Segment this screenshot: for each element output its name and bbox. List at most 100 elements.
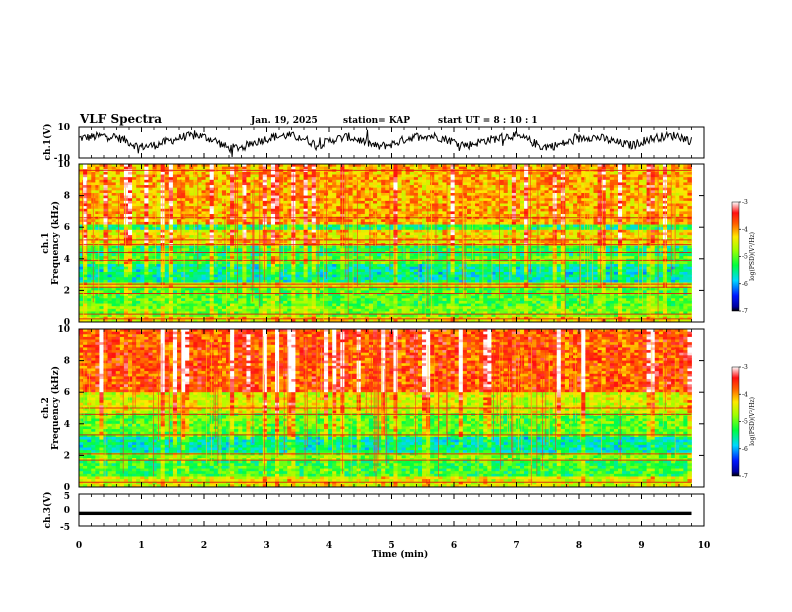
spectro-cell — [658, 192, 664, 196]
spectro-cell — [679, 232, 684, 236]
spectro-cell — [266, 245, 272, 249]
spectro-cell — [119, 206, 125, 210]
spectro-cell — [515, 174, 521, 178]
spectro-cell — [352, 211, 358, 215]
spectro-cell — [283, 200, 288, 204]
spectro-cell — [630, 174, 635, 178]
spectro-cell — [675, 229, 680, 233]
spectro-cell — [654, 235, 660, 239]
spectro-cell — [172, 206, 178, 210]
spectro-cell — [654, 166, 660, 170]
spectro-cell — [168, 182, 174, 186]
spectro-cell — [393, 182, 398, 186]
spectro-cell — [646, 198, 652, 202]
spectro-cell — [328, 248, 333, 252]
spectro-cell — [128, 224, 133, 228]
spectro-cell — [622, 185, 627, 189]
spectro-cell — [658, 179, 664, 183]
spectro-cell — [446, 203, 451, 207]
spectro-cell — [613, 211, 619, 215]
spectro-cell — [128, 203, 133, 207]
spectro-cell — [462, 185, 468, 189]
spectro-cell — [185, 211, 190, 215]
spectro-cell — [197, 206, 202, 210]
spectro-cell — [499, 227, 505, 231]
spectro-cell — [311, 224, 317, 228]
spectro-cell — [332, 229, 337, 233]
spectro-cell — [242, 206, 247, 210]
spectro-cell — [422, 182, 427, 186]
spectro-cell — [458, 232, 464, 236]
spectro-cell — [238, 221, 243, 225]
spectro-cell — [532, 232, 537, 236]
spectro-cell — [279, 208, 284, 212]
spectro-cell — [328, 203, 333, 207]
spectro-cell — [140, 187, 145, 191]
spectro-cell — [221, 182, 227, 186]
spectro-cell — [83, 206, 88, 210]
spectro-cell — [687, 235, 692, 239]
spectro-cell — [385, 224, 390, 228]
spectro-cell — [634, 190, 639, 194]
spectro-cell — [181, 192, 186, 196]
spectro-cell — [556, 232, 562, 236]
spectro-cell — [475, 229, 480, 233]
spectro-cell — [687, 177, 692, 181]
spectro-cell — [336, 187, 341, 191]
spectro-cell — [634, 177, 639, 181]
spectro-cell — [520, 214, 525, 218]
spectro-cell — [336, 192, 341, 196]
spectro-cell — [613, 208, 619, 212]
spectro-cell — [483, 221, 488, 225]
spectro-cell — [352, 190, 358, 194]
spectro-cell — [430, 227, 435, 231]
spectro-cell — [148, 229, 153, 233]
spectro-cell — [597, 192, 603, 196]
spectro-cell — [544, 182, 549, 186]
spectro-cell — [234, 232, 239, 236]
spectro-cell — [503, 206, 509, 210]
spectro-cell — [556, 190, 562, 194]
spectro-cell — [511, 203, 517, 207]
spectro-cell — [234, 206, 239, 210]
spectro-cell — [303, 232, 309, 236]
spectro-cell — [123, 219, 129, 223]
spectro-cell — [532, 198, 537, 202]
spectro-cell — [258, 195, 264, 199]
spectro-cell — [552, 237, 558, 241]
spectro-cell — [446, 221, 451, 225]
spectro-cell — [221, 237, 227, 241]
spectro-cell — [405, 227, 411, 231]
spectro-cell — [315, 166, 321, 170]
spectro-cell — [605, 235, 611, 239]
spectro-cell — [483, 237, 488, 241]
spectro-cell — [275, 187, 280, 191]
spectro-cell — [83, 198, 88, 202]
spectro-cell — [295, 190, 300, 194]
spectro-cell — [609, 211, 615, 215]
spectro-cell — [479, 237, 484, 241]
spectro-cell — [581, 237, 586, 241]
spectro-cell — [434, 214, 439, 218]
spectro-cell — [671, 237, 676, 241]
spectro-cell — [164, 185, 170, 189]
spectro-cell — [368, 190, 374, 194]
spectro-cell — [630, 166, 635, 170]
spectro-cell — [385, 235, 390, 239]
spectro-cell — [258, 248, 264, 252]
spectro-cell — [540, 229, 545, 233]
spectro-cell — [577, 206, 582, 210]
spectro-cell — [205, 219, 211, 223]
spectro-cell — [593, 177, 598, 181]
spectro-cell — [177, 179, 182, 183]
spectro-cell — [417, 203, 423, 207]
spectro-cell — [119, 240, 125, 244]
spectro-cell — [111, 232, 117, 236]
spectro-cell — [646, 195, 652, 199]
spectro-cell — [189, 198, 194, 202]
spectro-cell — [487, 187, 492, 191]
spectro-cell — [303, 229, 309, 233]
spectro-cell — [128, 227, 133, 231]
spectro-cell — [242, 182, 247, 186]
spectro-cell — [107, 211, 113, 215]
